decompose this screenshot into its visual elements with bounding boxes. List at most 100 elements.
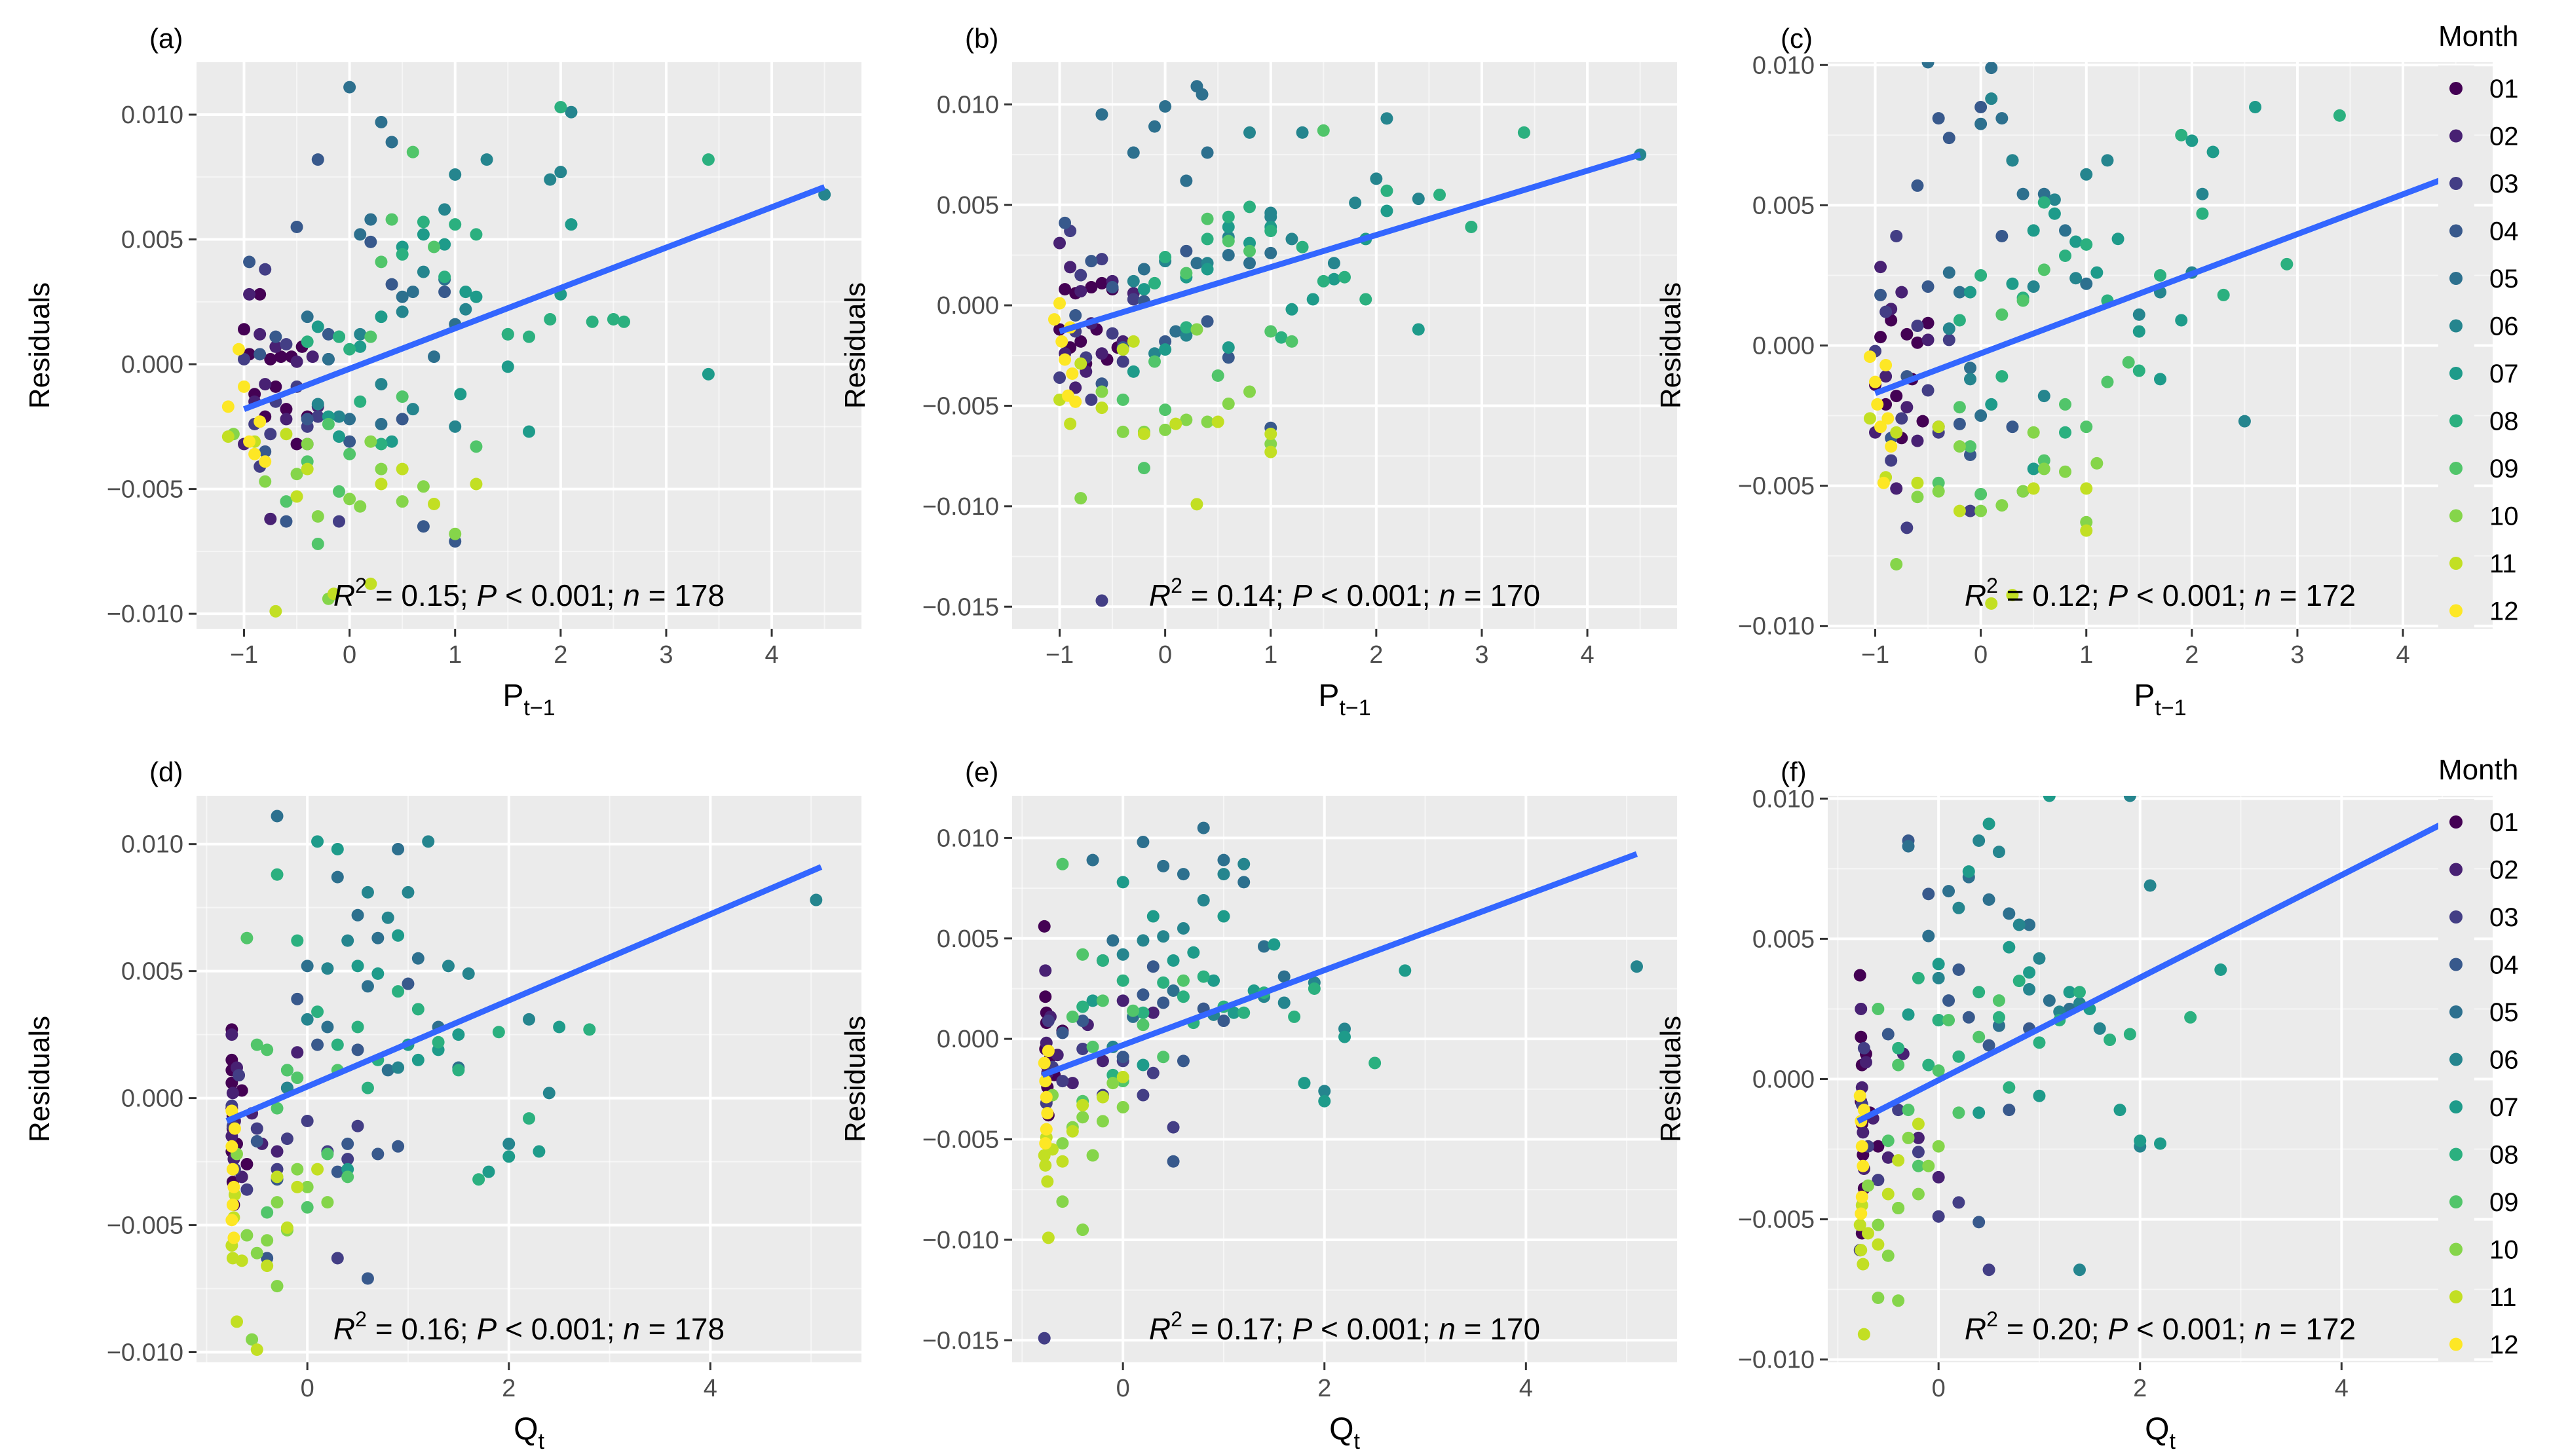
- scatter-point: [1952, 1050, 1965, 1063]
- scatter-point: [1932, 112, 1945, 125]
- x-axis-title: Qt: [1329, 1412, 1360, 1454]
- scatter-point: [438, 271, 451, 284]
- scatter-point: [1932, 420, 1945, 434]
- scatter-point: [2027, 482, 2040, 495]
- scatter-point: [1041, 1107, 1054, 1120]
- scatter-point: [501, 327, 514, 341]
- scatter-point: [1942, 132, 1955, 145]
- scatter-point: [280, 1064, 293, 1077]
- scatter-point: [1042, 1015, 1055, 1028]
- separator: ;: [607, 1312, 624, 1346]
- scatter-point: [280, 338, 293, 351]
- scatter-point: [2132, 364, 2145, 377]
- scatter-point: [231, 1315, 244, 1328]
- scatter-point: [1095, 253, 1108, 266]
- scatter-point: [321, 1196, 334, 1209]
- scatter-point: [702, 367, 715, 381]
- scatter-point: [1157, 930, 1170, 943]
- scatter-point: [271, 1280, 284, 1293]
- scatter-point: [417, 480, 430, 493]
- scatter-point: [271, 810, 284, 823]
- scatter-point: [1074, 335, 1087, 348]
- scatter-point: [1881, 1134, 1895, 1148]
- scatter-point: [417, 215, 430, 229]
- scatter-point: [1973, 1030, 1986, 1043]
- separator: ;: [460, 1312, 477, 1346]
- legend-swatch: [2449, 462, 2463, 475]
- scatter-point: [818, 188, 831, 201]
- scatter-point: [2196, 207, 2209, 220]
- separator: ;: [460, 578, 477, 612]
- n-symbol: n: [2254, 578, 2271, 612]
- scatter-point: [1056, 1137, 1069, 1150]
- scatter-point: [1264, 206, 1277, 219]
- p-symbol: P: [476, 1312, 497, 1346]
- scatter-point: [1855, 1002, 1868, 1015]
- scatter-point: [1177, 1055, 1190, 1068]
- scatter-point: [343, 493, 356, 506]
- scatter-point: [261, 1234, 274, 1247]
- scatter-point: [1985, 62, 1998, 75]
- legend-key-background: [2438, 799, 2474, 1362]
- scatter-point: [331, 842, 344, 855]
- scatter-point: [1074, 357, 1087, 370]
- scatter-point: [2175, 128, 2188, 141]
- scatter-point: [1855, 1207, 1868, 1220]
- scatter-point: [2033, 1036, 2046, 1049]
- scatter-point: [311, 153, 324, 166]
- scatter-point: [502, 1137, 516, 1150]
- scatter-point: [1211, 415, 1224, 428]
- data-layer: [1853, 796, 2454, 1341]
- scatter-point: [1892, 1294, 1905, 1307]
- scatter-point: [1095, 276, 1108, 289]
- scatter-point: [1992, 846, 2005, 859]
- scatter-point: [1932, 1064, 1945, 1077]
- scatter-point: [1953, 286, 1966, 299]
- equals: =: [2271, 1312, 2305, 1346]
- scatter-point: [1190, 323, 1203, 336]
- scatter-point: [1096, 1091, 1109, 1104]
- legend-swatch: [2449, 1290, 2463, 1303]
- scatter-point: [459, 286, 472, 299]
- x-tick-label: 4: [1519, 1375, 1533, 1402]
- scatter-point: [1148, 120, 1161, 133]
- scatter-point: [1137, 1058, 1150, 1072]
- scatter-point: [1180, 174, 1193, 187]
- x-tick-label: 1: [1264, 641, 1277, 669]
- scatter-point: [1921, 316, 1935, 329]
- scatter-point: [1095, 401, 1108, 415]
- p-value: 0.001: [1347, 578, 1422, 612]
- scatter-point: [432, 1036, 445, 1049]
- scatter-point: [2037, 390, 2050, 403]
- scatter-point: [2111, 233, 2124, 246]
- scatter-point: [259, 445, 272, 458]
- equals: =: [1998, 578, 2032, 612]
- scatter-point: [1932, 485, 1945, 498]
- y-tick-label: 0.005: [121, 227, 183, 254]
- scatter-point: [544, 312, 557, 326]
- scatter-point: [1076, 948, 1089, 961]
- scatter-point: [1890, 229, 1903, 242]
- r2-symbol: R: [1149, 578, 1171, 612]
- y-tick-label: −0.015: [922, 593, 999, 621]
- scatter-point: [2006, 420, 2019, 434]
- scatter-point: [331, 1165, 344, 1178]
- r2-superscript: 2: [1986, 1307, 1998, 1331]
- scatter-point: [1137, 1018, 1150, 1032]
- separator: ;: [2091, 578, 2108, 612]
- scatter-point: [2175, 314, 2188, 327]
- scatter-point: [1038, 1056, 1051, 1070]
- n-symbol: n: [2254, 1312, 2271, 1346]
- y-tick-label: 0.000: [1752, 1066, 1815, 1094]
- r2-value: 0.15: [401, 578, 460, 612]
- scatter-point: [1066, 1125, 1079, 1138]
- scatter-point: [2101, 375, 2114, 388]
- panel-b: −1 0 1 2 3 4 −0.015 −0.010 −0.005 0.000 0.005 0.010…: [839, 23, 1677, 720]
- scatter-point: [1148, 276, 1161, 289]
- scatter-point: [1921, 384, 1935, 397]
- scatter-point: [243, 288, 256, 301]
- x-tick-label: 2: [1317, 1375, 1331, 1402]
- scatter-point: [1912, 1131, 1925, 1144]
- scatter-point: [396, 462, 409, 476]
